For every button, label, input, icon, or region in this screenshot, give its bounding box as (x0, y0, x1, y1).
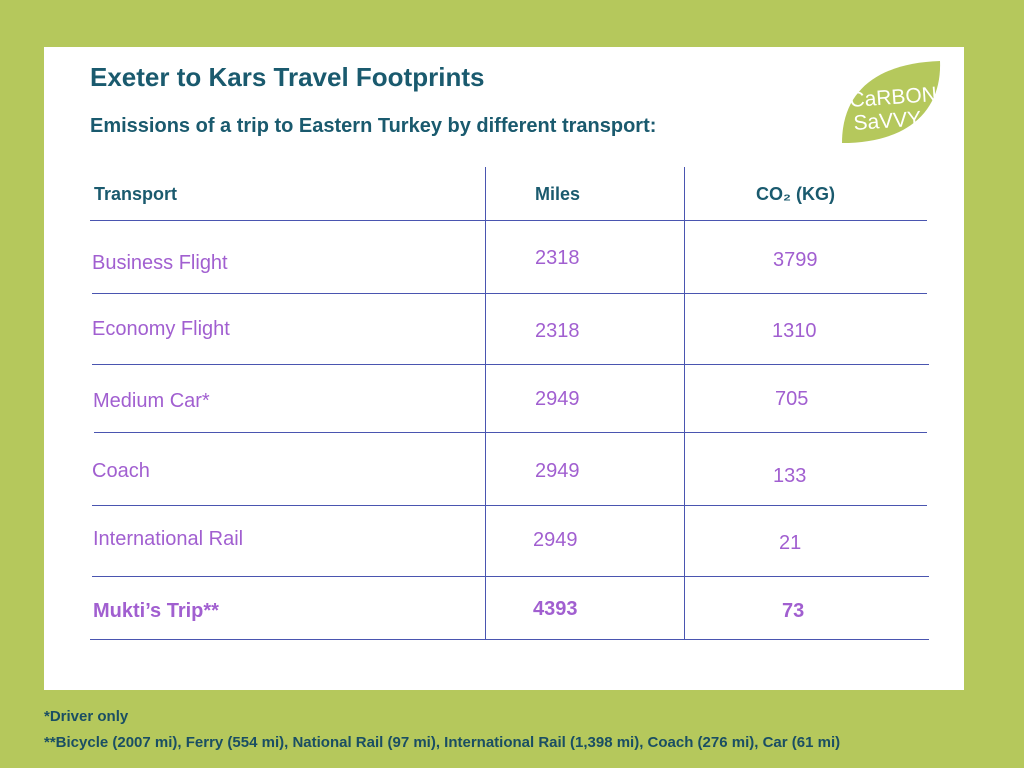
transport-cell: Business Flight (92, 252, 228, 274)
carbon-savvy-logo: CaRBON SaVVY (842, 61, 941, 143)
miles-cell: 2318 (535, 320, 580, 342)
miles-cell: 4393 (533, 598, 578, 620)
column-header-transport: Transport (94, 184, 178, 204)
row-rule (92, 293, 927, 294)
transport-cell: Medium Car* (93, 390, 210, 412)
row-rule (92, 576, 929, 577)
row-rule (90, 639, 929, 640)
row-rule (94, 432, 927, 433)
co2-cell: 705 (775, 388, 809, 410)
co2-cell: 133 (773, 465, 807, 487)
transport-cell: International Rail (93, 528, 244, 550)
miles-cell: 2318 (535, 247, 580, 269)
co2-cell: 21 (779, 532, 802, 554)
column-header-co2: CO₂ (KG) (756, 184, 835, 204)
column-divider (485, 167, 486, 639)
footnote-driver: *Driver only (44, 708, 129, 725)
footnote-trip-breakdown: **Bicycle (2007 mi), Ferry (554 mi), Nat… (44, 734, 841, 751)
transport-cell: Coach (92, 460, 150, 482)
column-divider (684, 167, 685, 639)
content-card: Exeter to Kars Travel Footprints Emissio… (44, 47, 964, 690)
row-rule (92, 505, 927, 506)
logo-line-2: SaVVY (853, 107, 922, 135)
co2-cell: 73 (782, 600, 805, 622)
row-rule (90, 220, 927, 221)
miles-cell: 2949 (535, 460, 580, 482)
page-subtitle: Emissions of a trip to Eastern Turkey by… (90, 115, 657, 137)
leaf-icon (842, 61, 941, 143)
miles-cell: 2949 (535, 388, 580, 410)
co2-cell: 3799 (773, 249, 818, 271)
miles-cell: 2949 (533, 529, 578, 551)
transport-cell: Economy Flight (92, 318, 230, 340)
transport-cell: Mukti’s Trip** (93, 600, 219, 622)
page-title: Exeter to Kars Travel Footprints (90, 62, 485, 92)
row-rule (92, 364, 929, 365)
co2-cell: 1310 (772, 320, 817, 342)
column-header-miles: Miles (535, 184, 581, 204)
